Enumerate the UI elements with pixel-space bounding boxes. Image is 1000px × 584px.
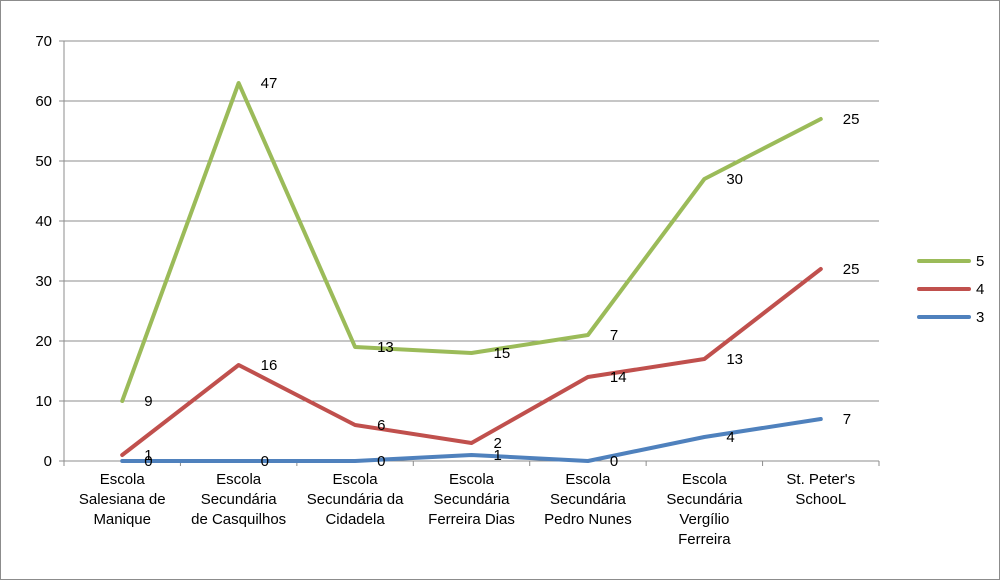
- data-label-3: 0: [261, 453, 269, 470]
- data-label-4: 6: [377, 417, 385, 434]
- data-label-4: 16: [261, 357, 278, 374]
- y-tick-label: 50: [35, 153, 52, 170]
- legend-label-4: 4: [976, 281, 984, 298]
- y-tick-label: 70: [35, 33, 52, 50]
- data-label-5: 30: [726, 171, 743, 188]
- data-label-3: 0: [610, 453, 618, 470]
- y-tick-label: 40: [35, 213, 52, 230]
- data-label-5: 9: [144, 393, 152, 410]
- series-line-3: [120, 417, 823, 463]
- data-label-3: 1: [494, 447, 502, 464]
- data-label-5: 47: [261, 75, 278, 92]
- series-line-5: [120, 81, 823, 403]
- data-label-3: 7: [843, 411, 851, 428]
- data-label-5: 7: [610, 327, 618, 344]
- data-label-3: 0: [377, 453, 385, 470]
- legend-label-5: 5: [976, 253, 984, 270]
- x-tick-label: Escola Secundária de Casquilhos: [191, 471, 286, 528]
- x-tick-label: Escola Secundária Ferreira Dias: [428, 471, 515, 528]
- y-tick-label: 0: [44, 453, 52, 470]
- y-tick-label: 20: [35, 333, 52, 350]
- data-label-5: 15: [494, 345, 511, 362]
- x-tick-label: Escola Secundária da Cidadela: [307, 471, 404, 528]
- data-label-5: 13: [377, 339, 394, 356]
- data-label-3: 4: [726, 429, 734, 446]
- x-tick-label: Escola Salesiana de Manique: [79, 471, 166, 528]
- x-tick-label: Escola Secundária Pedro Nunes: [544, 471, 632, 528]
- data-label-4: 13: [726, 351, 743, 368]
- y-tick-label: 60: [35, 93, 52, 110]
- x-tick-label: Escola Secundária Vergílio Ferreira: [666, 471, 743, 548]
- data-label-4: 1: [144, 447, 152, 464]
- data-label-4: 2: [494, 435, 502, 452]
- y-tick-label: 10: [35, 393, 52, 410]
- y-tick-label: 30: [35, 273, 52, 290]
- data-label-5: 25: [843, 111, 860, 128]
- data-label-4: 25: [843, 261, 860, 278]
- series-line-4: [120, 267, 823, 457]
- x-tick-label: St. Peter's SchooL: [786, 471, 855, 508]
- data-label-4: 14: [610, 369, 627, 386]
- legend-label-3: 3: [976, 309, 984, 326]
- data-label-3: 0: [144, 453, 152, 470]
